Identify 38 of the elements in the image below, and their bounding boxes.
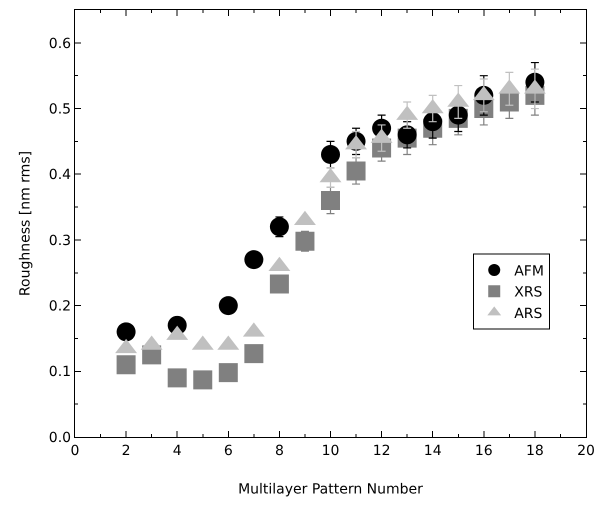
point xyxy=(116,355,136,374)
x-axis-title: Multilayer Pattern Number xyxy=(238,481,424,498)
x-tick-label: 6 xyxy=(224,442,233,459)
x-tick-label: 18 xyxy=(526,442,544,459)
y-tick-label: 0.6 xyxy=(48,36,72,52)
point xyxy=(321,145,340,164)
y-tick-label: 0.2 xyxy=(48,298,72,315)
x-tick-label: 8 xyxy=(274,442,284,459)
x-tick-label: 4 xyxy=(172,442,182,459)
point xyxy=(270,217,289,236)
x-tick-label: 0 xyxy=(70,442,80,459)
x-tick-label: 12 xyxy=(372,442,391,459)
y-axis-title: Roughness [nm rms] xyxy=(17,150,34,296)
legend-label: XRS xyxy=(514,284,543,301)
point xyxy=(270,274,289,294)
point xyxy=(346,161,366,180)
point xyxy=(193,370,212,390)
y-tick-label: 0.4 xyxy=(48,167,72,184)
x-tick-label: 16 xyxy=(474,442,493,459)
point xyxy=(168,368,187,388)
x-tick-label: 14 xyxy=(424,442,442,459)
x-tick-label: 2 xyxy=(122,442,131,459)
y-tick-label: 0.1 xyxy=(48,364,72,380)
point xyxy=(116,322,136,342)
point xyxy=(218,296,238,316)
point xyxy=(244,250,264,270)
y-tick-label: 0.0 xyxy=(48,430,72,446)
x-tick-label: 10 xyxy=(322,442,340,459)
point xyxy=(218,363,238,382)
x-tick-label: 20 xyxy=(577,442,595,459)
point xyxy=(295,232,314,251)
y-tick-label: 0.5 xyxy=(48,101,72,118)
point xyxy=(398,125,417,144)
legend-label: AFM xyxy=(514,263,544,280)
point xyxy=(244,344,264,364)
legend-label: ARS xyxy=(514,306,543,322)
y-tick-label: 0.3 xyxy=(48,232,72,249)
point xyxy=(321,191,340,210)
